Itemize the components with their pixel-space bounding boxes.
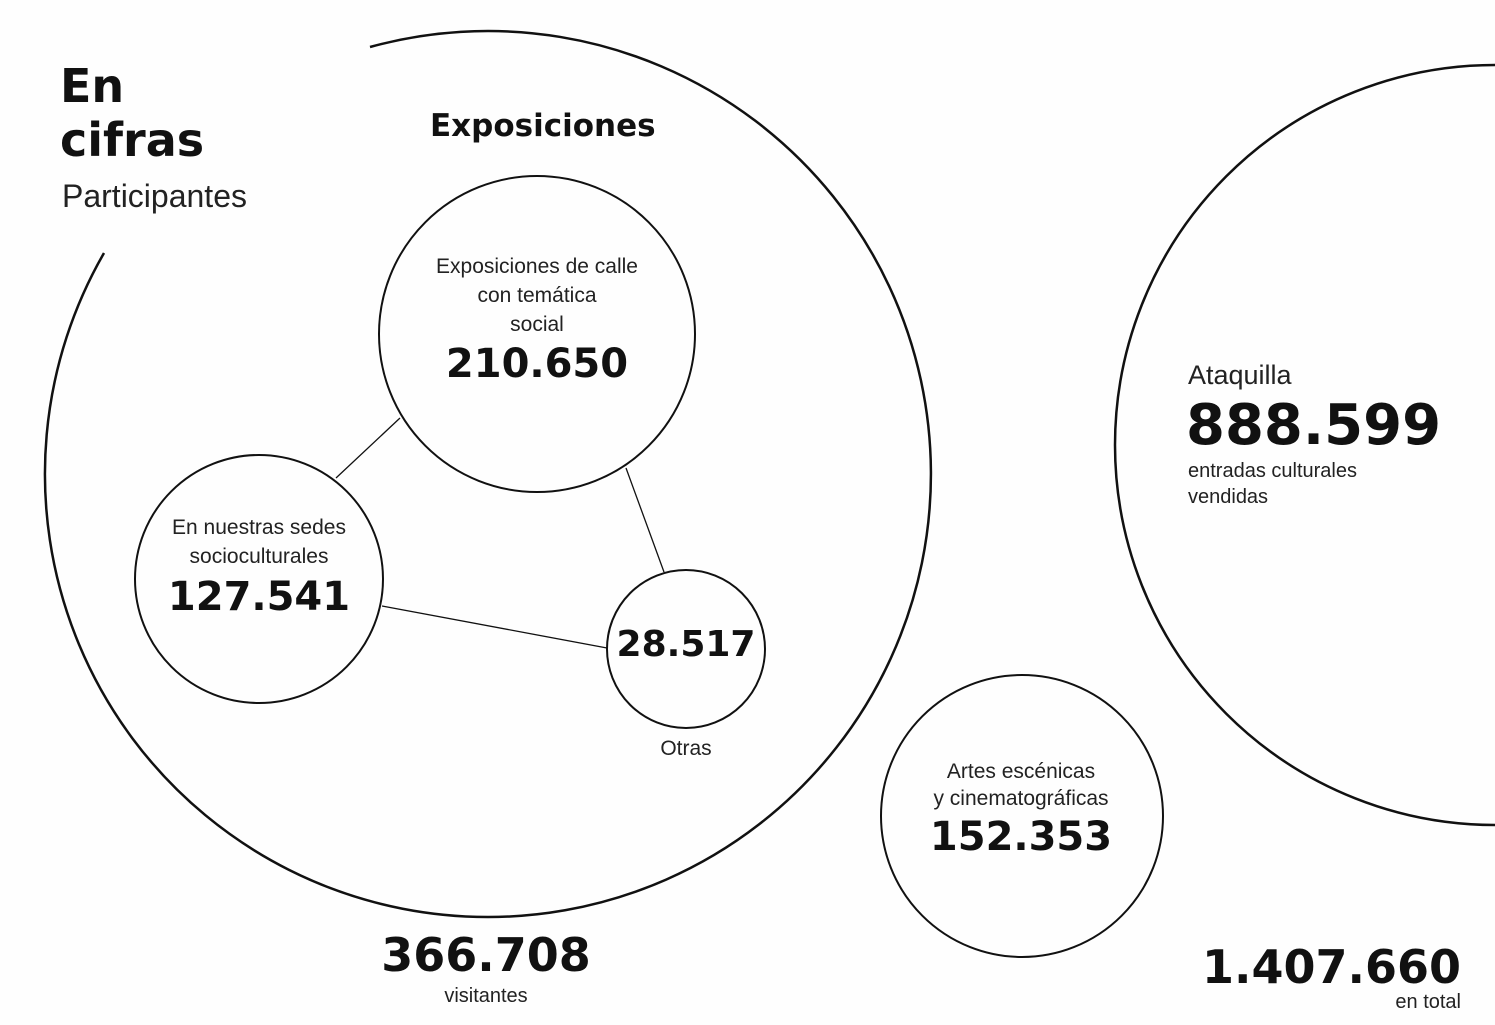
artes-label-line1: Artes escénicas [946, 760, 1096, 783]
ataquilla-label-line2: vendidas [1188, 486, 1269, 508]
artes-value: 152.353 [929, 814, 1113, 860]
ataquilla-value: 888.599 [1186, 393, 1442, 458]
otras-value: 28.517 [616, 624, 756, 665]
page-title-line1: En [60, 59, 125, 113]
visitantes-value: 366.708 [381, 928, 591, 982]
ataquilla-circle [1113, 63, 1495, 827]
otras-label: Otras [660, 737, 712, 760]
connector-calle-sedes [335, 417, 401, 479]
connector-sedes-otras [381, 605, 608, 649]
calle-value: 210.650 [445, 341, 629, 387]
otras-circle [606, 569, 766, 729]
exposiciones-heading: Exposiciones [430, 108, 656, 144]
grand-total-value: 1.407.660 [1202, 940, 1461, 994]
page-subtitle: Participantes [62, 178, 247, 214]
sedes-label-line1: En nuestras sedes [172, 516, 346, 539]
visitantes-label: visitantes [444, 985, 528, 1007]
calle-label-line2: con temática [477, 284, 597, 307]
sedes-circle [134, 454, 384, 704]
connector-calle-otras [625, 467, 665, 573]
ataquilla-label-line1: entradas culturales [1188, 460, 1357, 482]
sedes-value: 127.541 [167, 574, 351, 620]
sedes-label-line2: socioculturales [189, 545, 329, 568]
calle-circle [378, 175, 696, 493]
calle-label-line3: social [510, 313, 564, 336]
calle-label-line1: Exposiciones de calle [436, 255, 638, 278]
artes-circle [880, 674, 1164, 958]
exposiciones-outer-circle [43, 29, 933, 919]
artes-label-line2: y cinematográficas [933, 787, 1109, 810]
grand-total-label: en total [1395, 991, 1461, 1013]
ataquilla-heading: Ataquilla [1188, 360, 1292, 390]
page-title-line2: cifras [60, 113, 205, 167]
